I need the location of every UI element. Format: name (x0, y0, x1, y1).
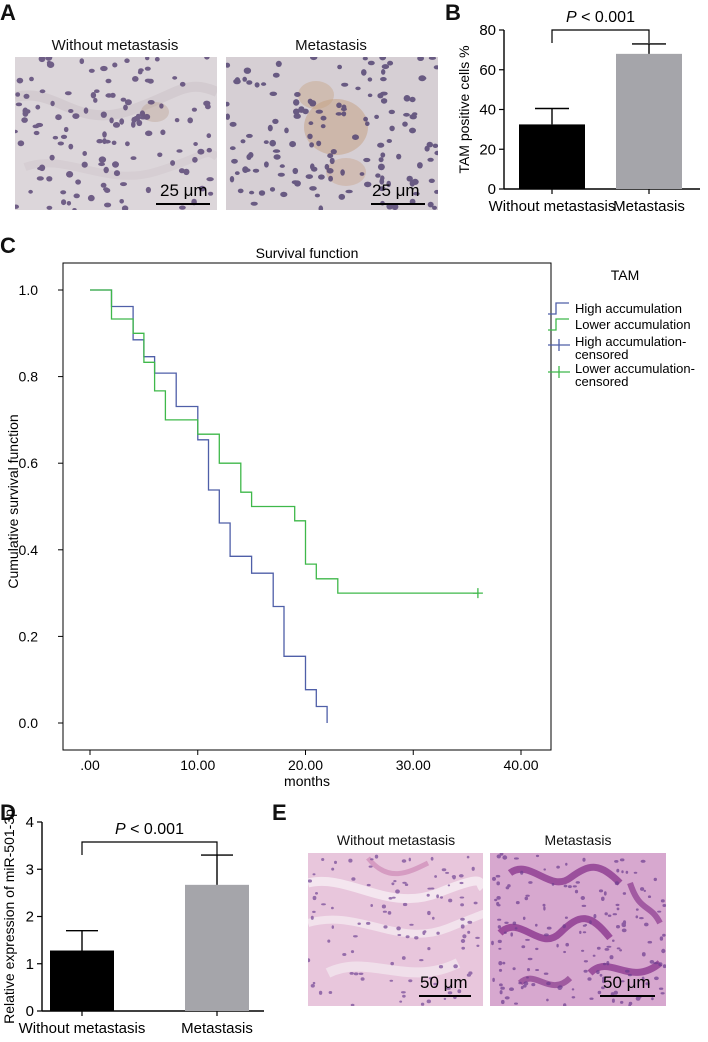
chart-c-y-tick-label: 0.0 (19, 715, 39, 731)
panel-letter-a: A (0, 0, 16, 25)
chart-c-legend-label: High accumulation (575, 301, 682, 316)
chart-c-legend-step-marker (548, 302, 569, 315)
chart-b-y-tick-label: 0 (488, 181, 496, 198)
chart-c-legend-plus-marker (548, 339, 570, 351)
micrograph-a2-label: Metastasis (295, 37, 367, 54)
chart-c-legend-label: High accumulation- (575, 334, 686, 349)
chart-c-x-tick-label: 10.00 (180, 757, 215, 773)
panel-letter-b: B (445, 0, 461, 25)
chart-c-legend-label: Lower accumulation (575, 317, 691, 332)
chart-d-significance-bracket (81, 841, 218, 855)
scale-bar-e1 (419, 995, 471, 997)
chart-c-x-tick-label: 20.00 (288, 757, 323, 773)
tissue-texture-a1 (15, 57, 217, 210)
panel-letter-d: D (0, 800, 16, 825)
chart-c-title: Survival function (256, 245, 359, 261)
chart-b-x-tick-label: Metastasis (613, 198, 685, 215)
chart-c-legend-label: censored (575, 374, 628, 389)
chart-b-x-tick-label: Without metastasis (489, 198, 616, 215)
chart-c-y-tick-label: 0.2 (19, 628, 39, 644)
scale-bar-a1 (156, 203, 210, 205)
chart-d-y-tick-label: 0 (26, 1003, 34, 1020)
chart-c-x-axis-label: months (284, 773, 330, 789)
chart-c-legend-plus-marker (548, 366, 570, 378)
chart-b-y-axis-label: TAM positive cells % (456, 45, 472, 173)
panel-letter-e: E (272, 800, 287, 825)
chart-d-bar-2 (185, 884, 249, 1011)
chart-c-survival: Survival function 0.0 0.2 0.4 0.6 0.8 1.0 .00 10… (5, 245, 695, 789)
micrograph-e-without-metastasis (308, 853, 483, 1006)
chart-b-y-tick-label: 80 (479, 22, 496, 39)
chart-d-x-tick-label: Metastasis (181, 1020, 253, 1037)
chart-c-y-tick-label: 0.6 (19, 455, 39, 471)
tissue-texture-a2 (226, 57, 438, 210)
scale-bar-e2 (600, 995, 655, 997)
chart-c-y-tick-label: 1.0 (19, 282, 39, 298)
chart-b-y-tick-label: 20 (479, 141, 496, 158)
chart-c-legend-title: TAM (611, 267, 640, 283)
micrograph-a-without-metastasis (15, 57, 217, 210)
chart-d-y-tick-label: 1 (26, 956, 34, 973)
chart-d-x-tick-label: Without metastasis (19, 1020, 146, 1037)
panel-letter-c: C (0, 233, 16, 258)
chart-c-legend-step-marker (548, 318, 569, 331)
chart-c-series-lower-accumulation (90, 289, 478, 594)
scale-label-a2: 25 μm (372, 181, 420, 200)
chart-c-plot-frame (62, 262, 552, 751)
chart-c-legend-label: censored (575, 347, 628, 362)
chart-d-p-value: P < 0.001 (115, 821, 184, 838)
chart-b-p-value: P < 0.001 (566, 9, 635, 26)
chart-d-y-tick-label: 3 (26, 861, 34, 878)
micrograph-e1-label: Without metastasis (336, 832, 456, 848)
chart-c-legend-label: Lower accumulation- (575, 361, 695, 376)
chart-d-y-tick-label: 4 (26, 814, 34, 831)
chart-b-tam-positive: 0 20 40 60 80 TAM positive cells % Without met… (456, 9, 700, 215)
micrograph-a-metastasis (226, 57, 438, 210)
scale-bar-a2 (371, 203, 425, 205)
chart-b-significance-bracket (551, 29, 650, 43)
chart-d-y-axis-label: Relative expression of miR-501-3p (1, 809, 17, 1024)
chart-c-y-axis-label: Cumulative survival function (5, 414, 21, 588)
chart-c-y-tick-label: 0.4 (19, 542, 39, 558)
chart-d-mir501: 0 1 2 3 4 Relative expression of miR-501-3pWi… (1, 809, 264, 1037)
micrograph-e2-label: Metastasis (544, 832, 612, 848)
chart-b-y-tick-label: 60 (479, 62, 496, 79)
scale-label-a1: 25 μm (160, 181, 208, 200)
scale-label-e2: 50 μm (603, 973, 651, 992)
micrograph-e-metastasis (490, 853, 666, 1006)
chart-d-bar-1 (50, 950, 114, 1011)
chart-b-bar-2 (616, 53, 682, 189)
tissue-texture-e2 (490, 853, 666, 1006)
chart-c-x-tick-label: 30.00 (396, 757, 431, 773)
scale-label-e1: 50 μm (420, 973, 468, 992)
chart-d-y-tick-label: 2 (26, 909, 34, 926)
chart-c-censored-marker (472, 588, 483, 599)
chart-c-x-tick-label: 40.00 (503, 757, 538, 773)
chart-b-bar-1 (519, 124, 585, 189)
chart-b-y-tick-label: 40 (479, 102, 496, 119)
micrograph-a1-label: Without metastasis (51, 37, 179, 54)
chart-c-y-tick-label: 0.8 (19, 369, 39, 385)
tissue-texture-e1 (308, 853, 483, 1006)
chart-c-x-tick-label: .00 (80, 757, 100, 773)
